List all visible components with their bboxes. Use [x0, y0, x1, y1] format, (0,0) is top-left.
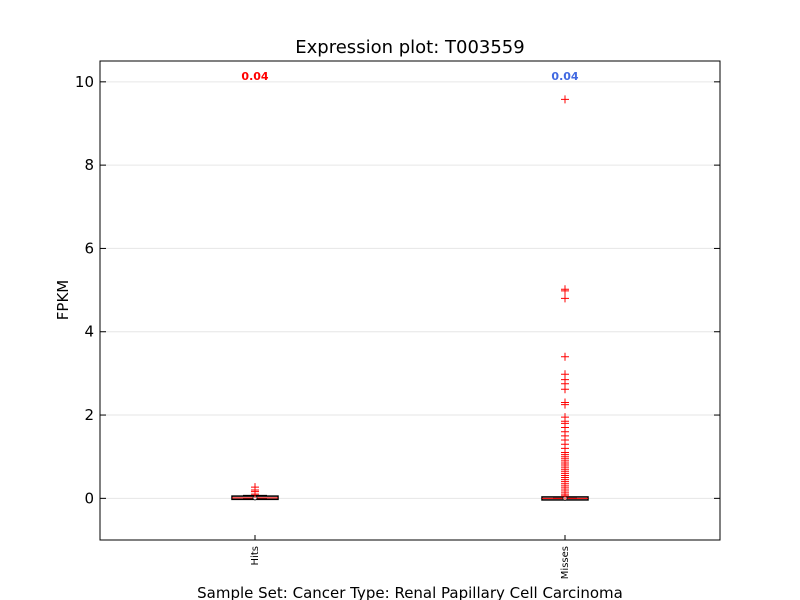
outlier-point — [561, 400, 569, 409]
axis-ticks: 0 2 4 6 8 10 Hits Misses — [75, 73, 720, 579]
x-tick-label: Misses — [560, 546, 571, 579]
chart-title: Expression plot: T003559 — [295, 37, 524, 58]
box-misses — [541, 95, 589, 501]
y-tick-label: 0 — [84, 489, 94, 507]
y-tick-label: 10 — [75, 73, 94, 91]
outlier-point — [561, 294, 569, 303]
y-tick-label: 4 — [84, 323, 94, 341]
grid-lines — [100, 81, 720, 499]
box-hits — [231, 483, 279, 501]
y-tick-label: 2 — [84, 406, 94, 424]
x-axis-label: Sample Set: Cancer Type: Renal Papillary… — [197, 584, 623, 600]
plot-frame — [99, 60, 721, 541]
annotation-misses: 0.04 — [551, 70, 578, 83]
annotation-hits: 0.04 — [241, 70, 268, 83]
outlier-point — [561, 491, 569, 500]
y-tick-label: 6 — [84, 239, 94, 257]
outlier-point — [561, 352, 569, 361]
outlier-point — [561, 286, 569, 295]
outlier-point — [561, 95, 569, 104]
y-tick-label: 8 — [84, 156, 94, 174]
outlier-point — [561, 385, 569, 394]
plot-data: 0.04 0.04 — [231, 70, 589, 501]
x-tick-label: Hits — [250, 546, 261, 565]
y-axis-label: FPKM — [54, 280, 72, 320]
outlier-point — [251, 483, 259, 492]
